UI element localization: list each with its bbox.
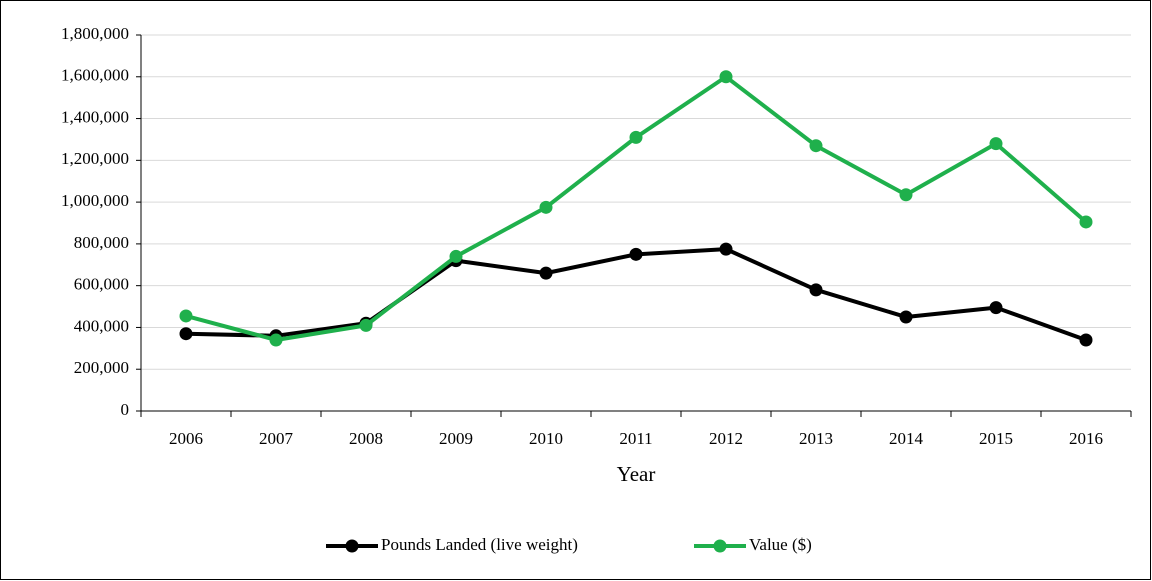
- data-point: [179, 327, 193, 341]
- y-tick-label: 1,600,000: [61, 66, 129, 85]
- x-tick-label: 2007: [259, 429, 294, 448]
- data-point: [899, 188, 913, 202]
- data-point: [629, 247, 643, 261]
- data-point: [539, 266, 553, 280]
- legend-marker: [713, 539, 727, 553]
- legend-label: Pounds Landed (live weight): [381, 535, 578, 554]
- data-point: [449, 249, 463, 263]
- x-tick-label: 2006: [169, 429, 203, 448]
- data-point: [989, 301, 1003, 315]
- data-point: [1079, 333, 1093, 347]
- x-tick-label: 2014: [889, 429, 924, 448]
- y-tick-label: 0: [121, 400, 130, 419]
- x-tick-label: 2010: [529, 429, 563, 448]
- y-tick-label: 1,400,000: [61, 107, 129, 126]
- x-tick-label: 2011: [619, 429, 652, 448]
- x-axis-title: Year: [617, 462, 656, 486]
- x-tick-label: 2008: [349, 429, 383, 448]
- y-tick-label: 600,000: [74, 275, 129, 294]
- y-tick-label: 200,000: [74, 358, 129, 377]
- y-tick-label: 1,800,000: [61, 24, 129, 43]
- data-point: [269, 333, 283, 347]
- data-point: [179, 309, 193, 323]
- y-tick-label: 800,000: [74, 233, 129, 252]
- data-point: [989, 137, 1003, 151]
- data-point: [719, 70, 733, 84]
- data-point: [1079, 215, 1093, 229]
- data-point: [359, 318, 373, 332]
- x-tick-label: 2012: [709, 429, 743, 448]
- y-tick-label: 1,000,000: [61, 191, 129, 210]
- data-point: [539, 200, 553, 214]
- x-tick-label: 2009: [439, 429, 473, 448]
- data-point: [719, 242, 733, 256]
- data-point: [629, 130, 643, 144]
- data-point: [809, 139, 823, 153]
- legend-label: Value ($): [749, 535, 812, 554]
- data-point: [809, 283, 823, 297]
- y-tick-label: 1,200,000: [61, 149, 129, 168]
- x-tick-label: 2016: [1069, 429, 1103, 448]
- x-tick-label: 2015: [979, 429, 1013, 448]
- data-point: [899, 310, 913, 324]
- legend-marker: [345, 539, 359, 553]
- y-tick-label: 400,000: [74, 316, 129, 335]
- x-tick-label: 2013: [799, 429, 833, 448]
